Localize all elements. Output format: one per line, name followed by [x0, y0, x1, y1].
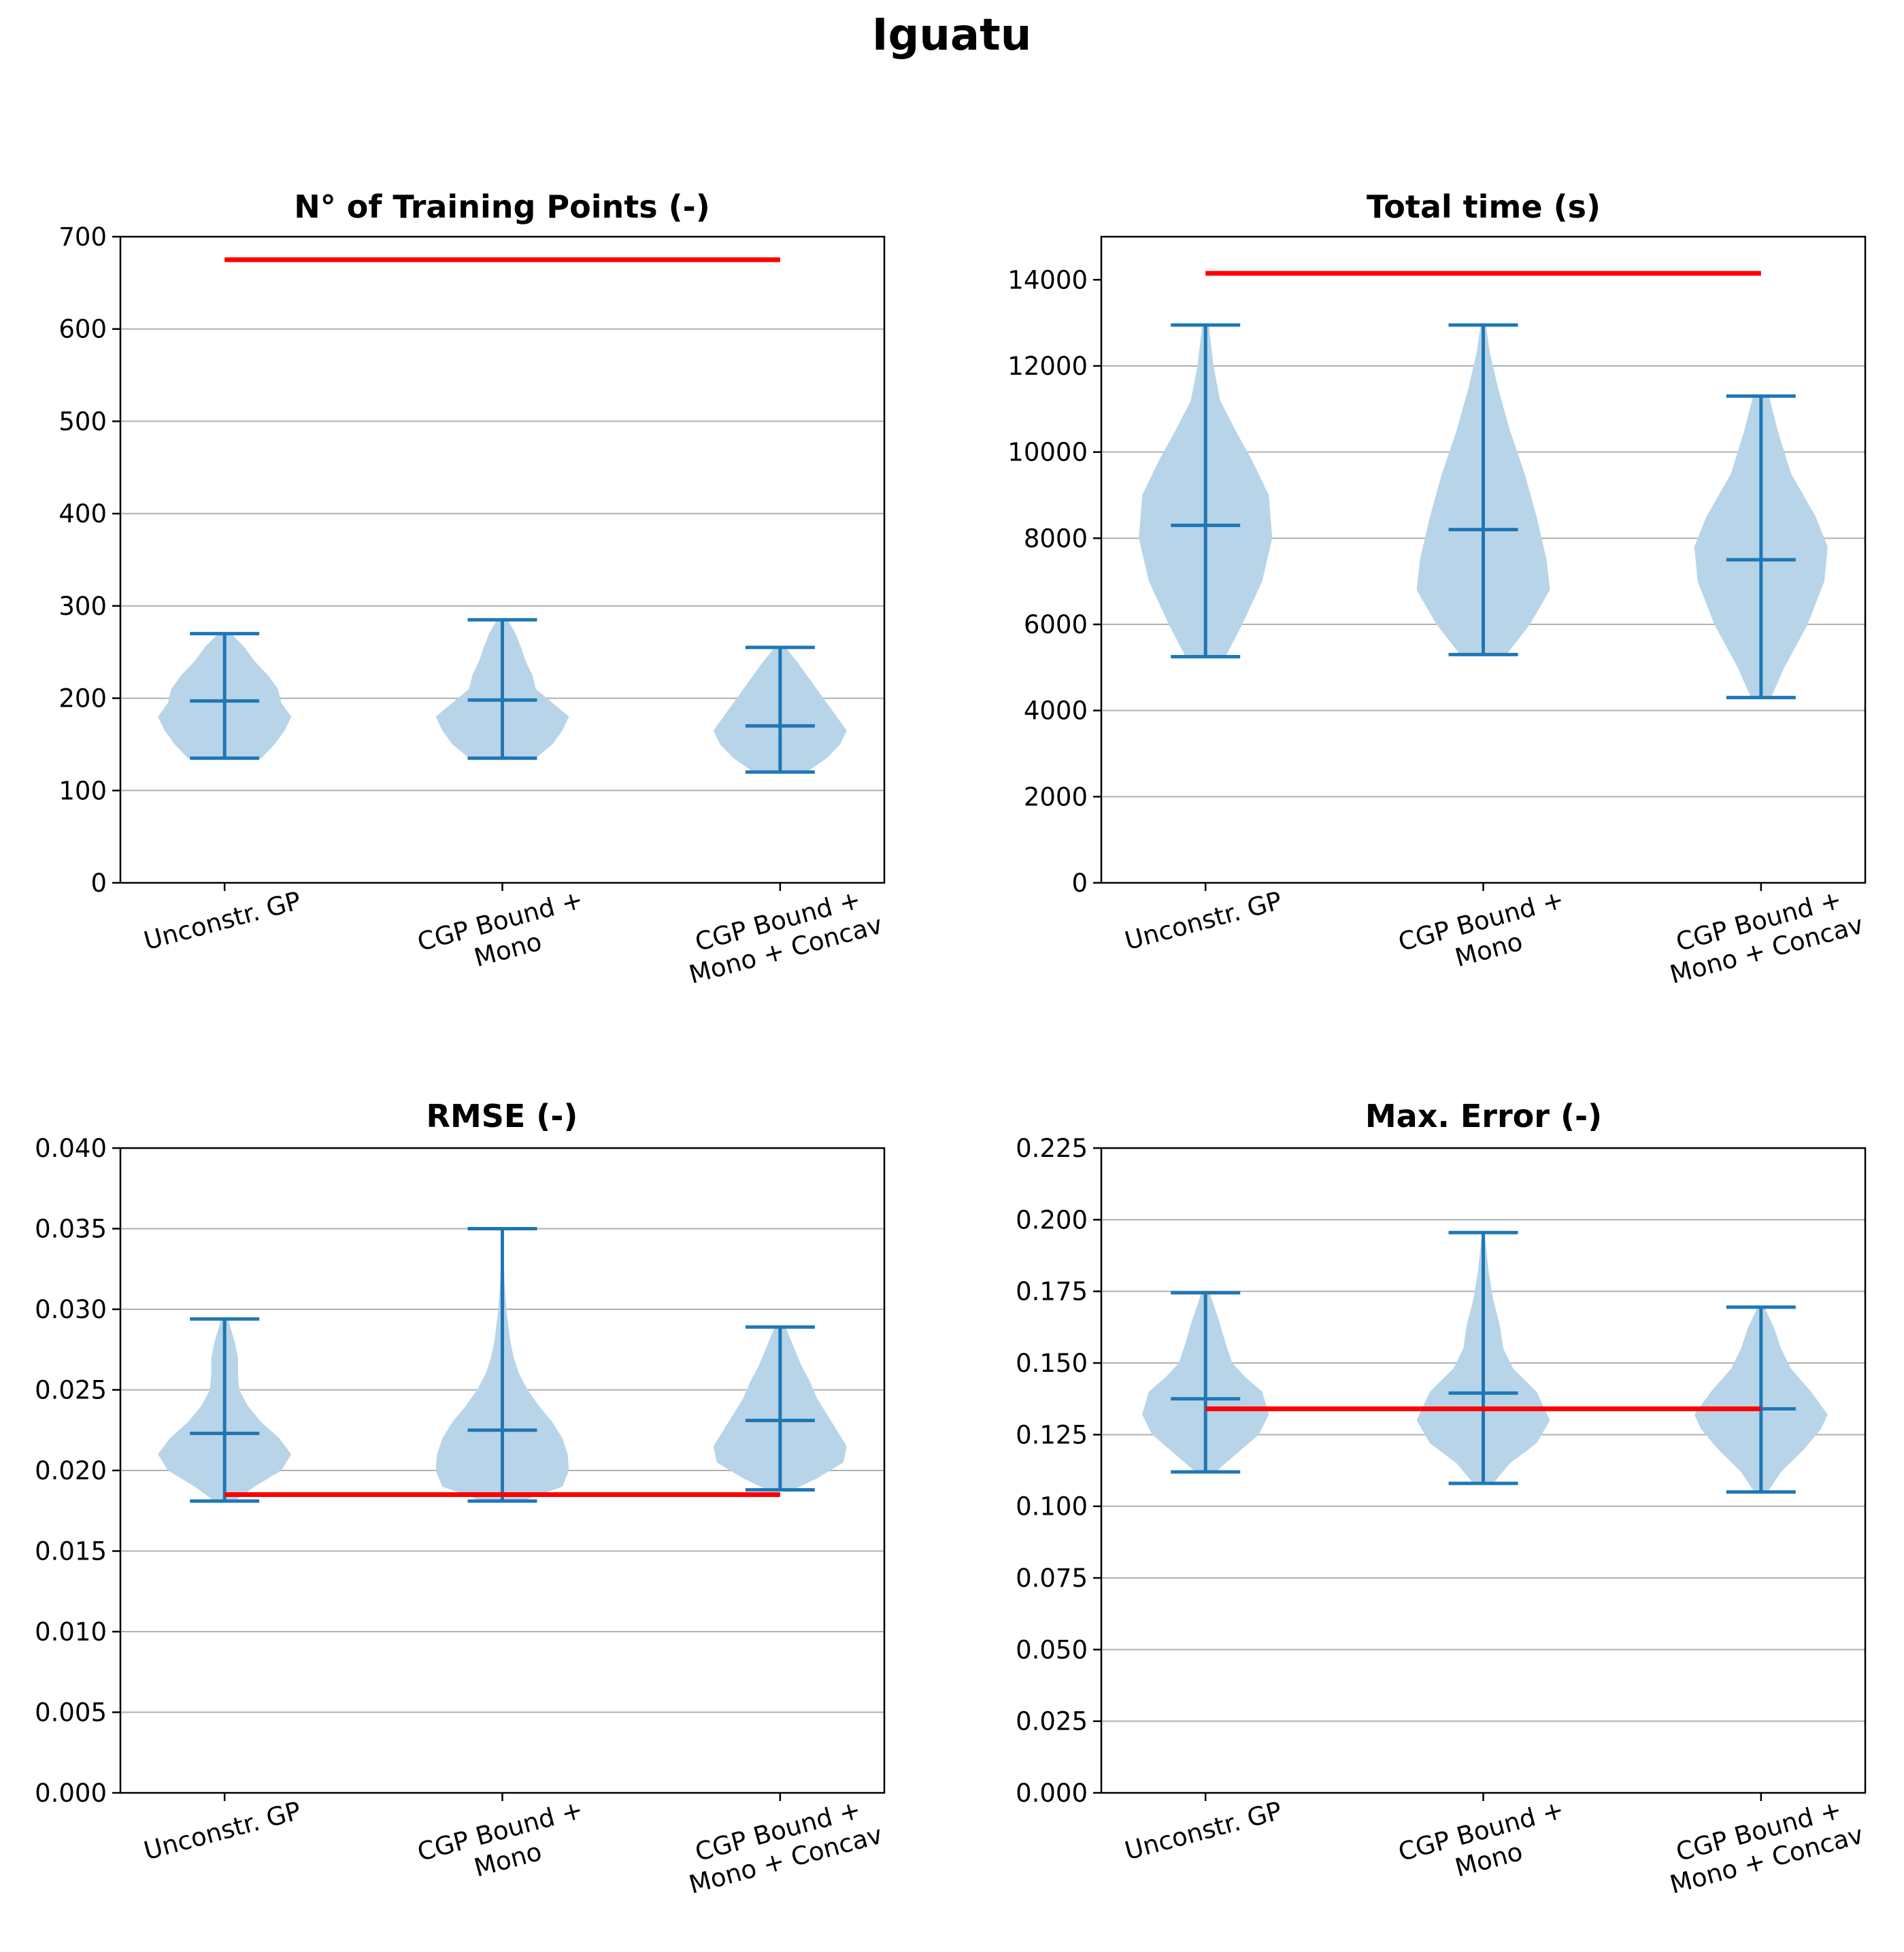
y-tick-label: 0.150 [1016, 1349, 1088, 1378]
panel-total-time: Total time (s) 0 2000 4000 6000 8000 10000 120… [1007, 188, 1866, 990]
x-tick-label: Unconstr. GP [1122, 886, 1285, 956]
x-tick-label: Unconstr. GP [141, 1796, 304, 1866]
y-tick-label: 400 [59, 499, 107, 528]
y-tick-label: 12000 [1007, 352, 1088, 381]
x-tick-label-line: Unconstr. GP [141, 1796, 304, 1866]
y-tick-label: 0.025 [1016, 1707, 1088, 1736]
axes-frame [119, 235, 886, 884]
y-tick-label: 0.050 [1016, 1635, 1088, 1664]
x-tick-label: CGP Bound +Mono [414, 885, 594, 986]
y-tick-label: 600 [59, 315, 107, 344]
y-tick-label: 200 [59, 684, 107, 713]
y-tick-label: 0.000 [35, 1779, 107, 1808]
y-tick-label: 0.175 [1016, 1277, 1088, 1307]
x-tick-label: CGP Bound +Mono + Concav [1659, 881, 1867, 990]
y-tick-label: 0 [1071, 869, 1088, 898]
y-tick-label: 500 [59, 407, 107, 436]
panel-max-error: Max. Error (-) 0.000 0.025 0.050 0.075 0.100… [1016, 1098, 1866, 1900]
x-tick-label: CGP Bound +Mono + Concav [678, 1791, 886, 1900]
figure-title: Iguatu [872, 10, 1032, 61]
panel-title: Max. Error (-) [1365, 1098, 1602, 1134]
panel-title: Total time (s) [1367, 188, 1601, 225]
y-tick-label: 14000 [1007, 265, 1088, 295]
y-tick-label: 100 [59, 776, 107, 805]
y-tick-label: 8000 [1024, 524, 1088, 553]
y-tick-label: 6000 [1024, 610, 1088, 639]
x-tick-label: CGP Bound +Mono [1395, 885, 1575, 986]
x-tick-label: Unconstr. GP [141, 886, 304, 956]
y-tick-label: 10000 [1007, 438, 1088, 467]
y-tick-label: 0 [90, 869, 107, 898]
panel-rmse: RMSE (-) 0.000 0.005 0.010 0.015 0.020 0.025 0… [35, 1098, 885, 1900]
x-tick-label: CGP Bound +Mono + Concav [678, 881, 886, 990]
y-tick-label: 0.000 [1016, 1779, 1088, 1808]
y-tick-label: 0.040 [35, 1134, 107, 1163]
x-tick-label-line: Unconstr. GP [1122, 1796, 1285, 1866]
x-tick-label-line: Unconstr. GP [141, 886, 304, 956]
y-tick-label: 0.025 [35, 1376, 107, 1405]
y-tick-label: 0.030 [35, 1295, 107, 1324]
y-tick-label: 300 [59, 592, 107, 621]
y-tick-label: 0.005 [35, 1698, 107, 1728]
x-tick-label: CGP Bound +Mono + Concav [1659, 1791, 1867, 1900]
x-tick-label: CGP Bound +Mono [1395, 1795, 1575, 1896]
y-tick-label: 0.010 [35, 1617, 107, 1647]
x-tick-label: Unconstr. GP [1122, 1796, 1285, 1866]
y-tick-label: 0.035 [35, 1215, 107, 1244]
panel-title: N° of Training Points (-) [294, 188, 710, 225]
y-tick-label: 0.125 [1016, 1420, 1088, 1449]
y-tick-label: 0.225 [1016, 1134, 1088, 1163]
y-tick-label: 0.015 [35, 1537, 107, 1566]
x-tick-label-line: Unconstr. GP [1122, 886, 1285, 956]
y-tick-label: 0.100 [1016, 1492, 1088, 1521]
y-tick-label: 700 [59, 222, 107, 252]
x-tick-label: CGP Bound +Mono [414, 1795, 594, 1896]
y-tick-label: 0.075 [1016, 1564, 1088, 1593]
y-tick-label: 0.020 [35, 1456, 107, 1485]
y-tick-label: 4000 [1024, 696, 1088, 726]
panel-training-points: N° of Training Points (-) 0 100 200 300 400 5… [59, 188, 885, 990]
y-tick-label: 2000 [1024, 782, 1088, 811]
panel-title: RMSE (-) [427, 1098, 578, 1134]
y-tick-label: 0.200 [1016, 1205, 1088, 1234]
